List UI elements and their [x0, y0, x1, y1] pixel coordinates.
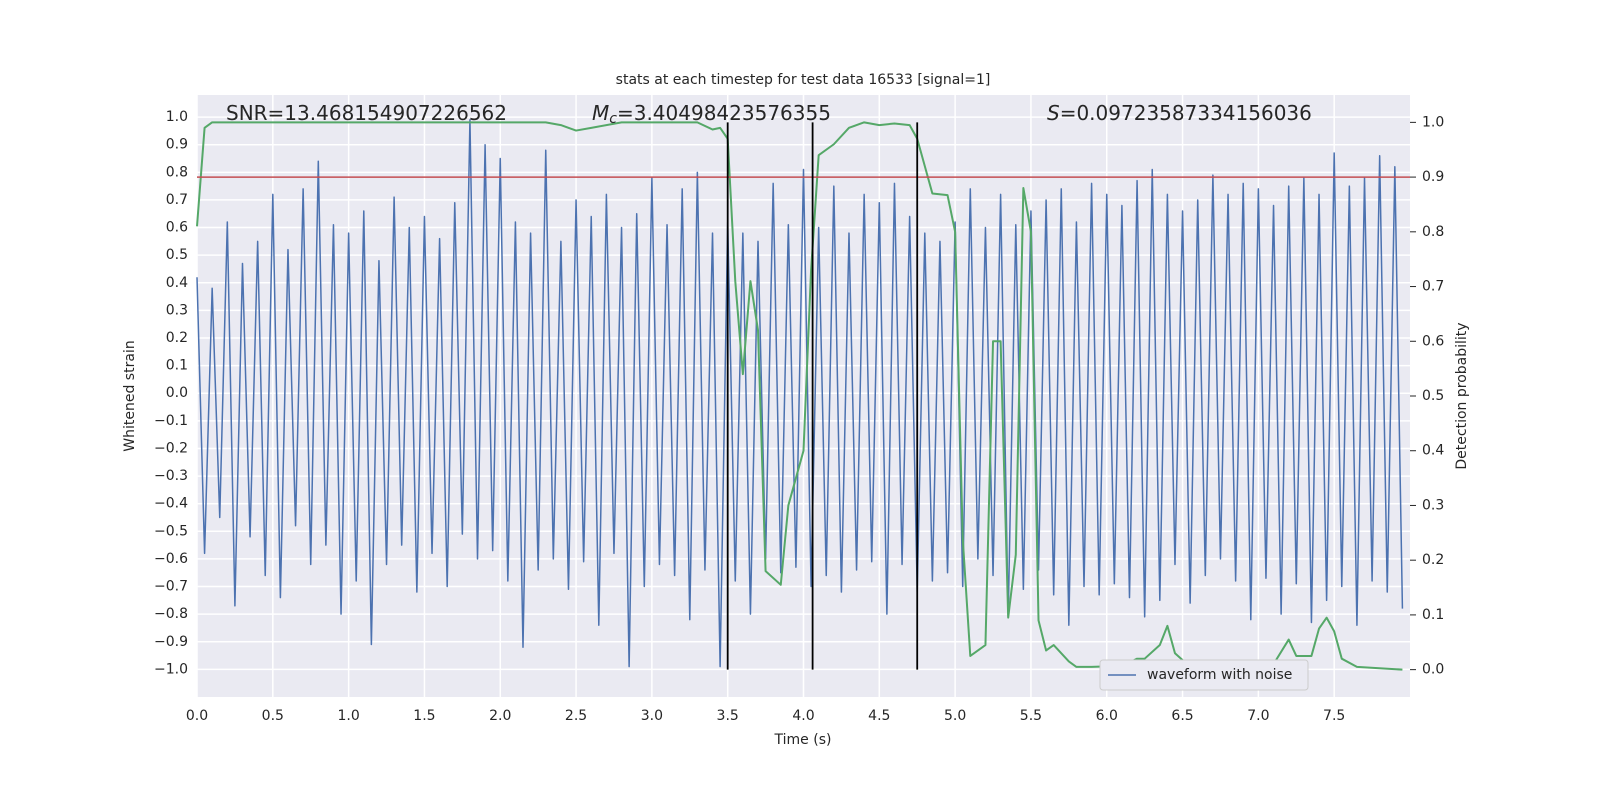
y-tick-label: 0.8	[166, 164, 188, 180]
series-line	[196, 119, 1404, 668]
annotation-subscript: c	[609, 111, 617, 127]
y-tick-label: 0.2	[166, 330, 188, 346]
y2-tick-label: 1.0	[1422, 114, 1444, 130]
y2-tick-label: 0.0	[1422, 662, 1444, 678]
x-axis-label: Time (s)	[774, 732, 832, 748]
annotation-text: =3.40498423576355	[617, 101, 831, 125]
y-tick-label: 0.6	[166, 220, 188, 236]
x-tick-label: 5.0	[944, 708, 966, 724]
x-tick-label: 4.5	[868, 708, 890, 724]
y2-tick-label: 0.2	[1422, 552, 1444, 568]
y-tick-label: −0.9	[154, 634, 188, 650]
y-tick-label: 0.5	[166, 247, 188, 263]
y-tick-label: 0.4	[166, 275, 188, 291]
x-tick-label: 0.0	[186, 708, 208, 724]
y2-tick-label: 0.5	[1422, 388, 1444, 404]
chart-title: stats at each timestep for test data 165…	[616, 72, 991, 88]
x-tick-label: 3.5	[717, 708, 739, 724]
y2-tick-label: 0.3	[1422, 497, 1444, 513]
y-tick-label: −0.5	[154, 523, 188, 539]
x-tick-label: 6.5	[1171, 708, 1193, 724]
x-tick-label: 1.5	[413, 708, 435, 724]
annotation: Mc=3.40498423576355	[592, 101, 831, 128]
x-tick-label: 5.5	[1020, 708, 1042, 724]
annotation-text: =0.09723587334156036	[1060, 101, 1312, 125]
y-tick-label: −0.2	[154, 440, 188, 456]
annotation-text: SNR=13.468154907226562	[226, 101, 507, 125]
y-tick-label: 0.0	[166, 385, 188, 401]
x-tick-label: 6.0	[1096, 708, 1118, 724]
x-tick-label: 7.0	[1247, 708, 1269, 724]
annotation-symbol: M	[592, 101, 609, 125]
x-tick-label: 2.5	[565, 708, 587, 724]
y-tick-label: −0.1	[154, 413, 188, 429]
y2-axis-label: Detection probability	[1454, 322, 1470, 469]
annotation-symbol: S	[1047, 101, 1060, 125]
annotation: SNR=13.468154907226562	[226, 101, 507, 125]
y-tick-label: 0.3	[166, 302, 188, 318]
annotation: S=0.09723587334156036	[1047, 101, 1312, 125]
legend-label: waveform with noise	[1147, 667, 1292, 683]
y2-tick-label: 0.8	[1422, 224, 1444, 240]
legend-box	[1099, 659, 1309, 691]
y-tick-label: −0.4	[154, 496, 188, 512]
y-axis-label: Whitened strain	[122, 340, 138, 451]
x-tick-label: 2.0	[489, 708, 511, 724]
y-tick-label: −0.7	[154, 579, 188, 595]
x-tick-label: 3.0	[641, 708, 663, 724]
x-tick-label: 4.0	[792, 708, 814, 724]
y2-tick-label: 0.7	[1422, 279, 1444, 295]
y2-tick-label: 0.1	[1422, 607, 1444, 623]
y-tick-label: 0.7	[166, 192, 188, 208]
y2-tick-label: 0.6	[1422, 333, 1444, 349]
y-tick-label: 0.1	[166, 358, 188, 374]
y-tick-label: −1.0	[154, 661, 188, 677]
y2-tick-label: 0.4	[1422, 443, 1444, 459]
y-tick-label: −0.3	[154, 468, 188, 484]
y-tick-label: 1.0	[166, 109, 188, 125]
y-tick-label: −0.8	[154, 606, 188, 622]
x-tick-label: 1.0	[337, 708, 359, 724]
x-tick-label: 7.5	[1323, 708, 1345, 724]
y-tick-label: 0.9	[166, 137, 188, 153]
y-tick-label: −0.6	[154, 551, 188, 567]
y2-tick-label: 0.9	[1422, 169, 1444, 185]
x-tick-label: 0.5	[262, 708, 284, 724]
